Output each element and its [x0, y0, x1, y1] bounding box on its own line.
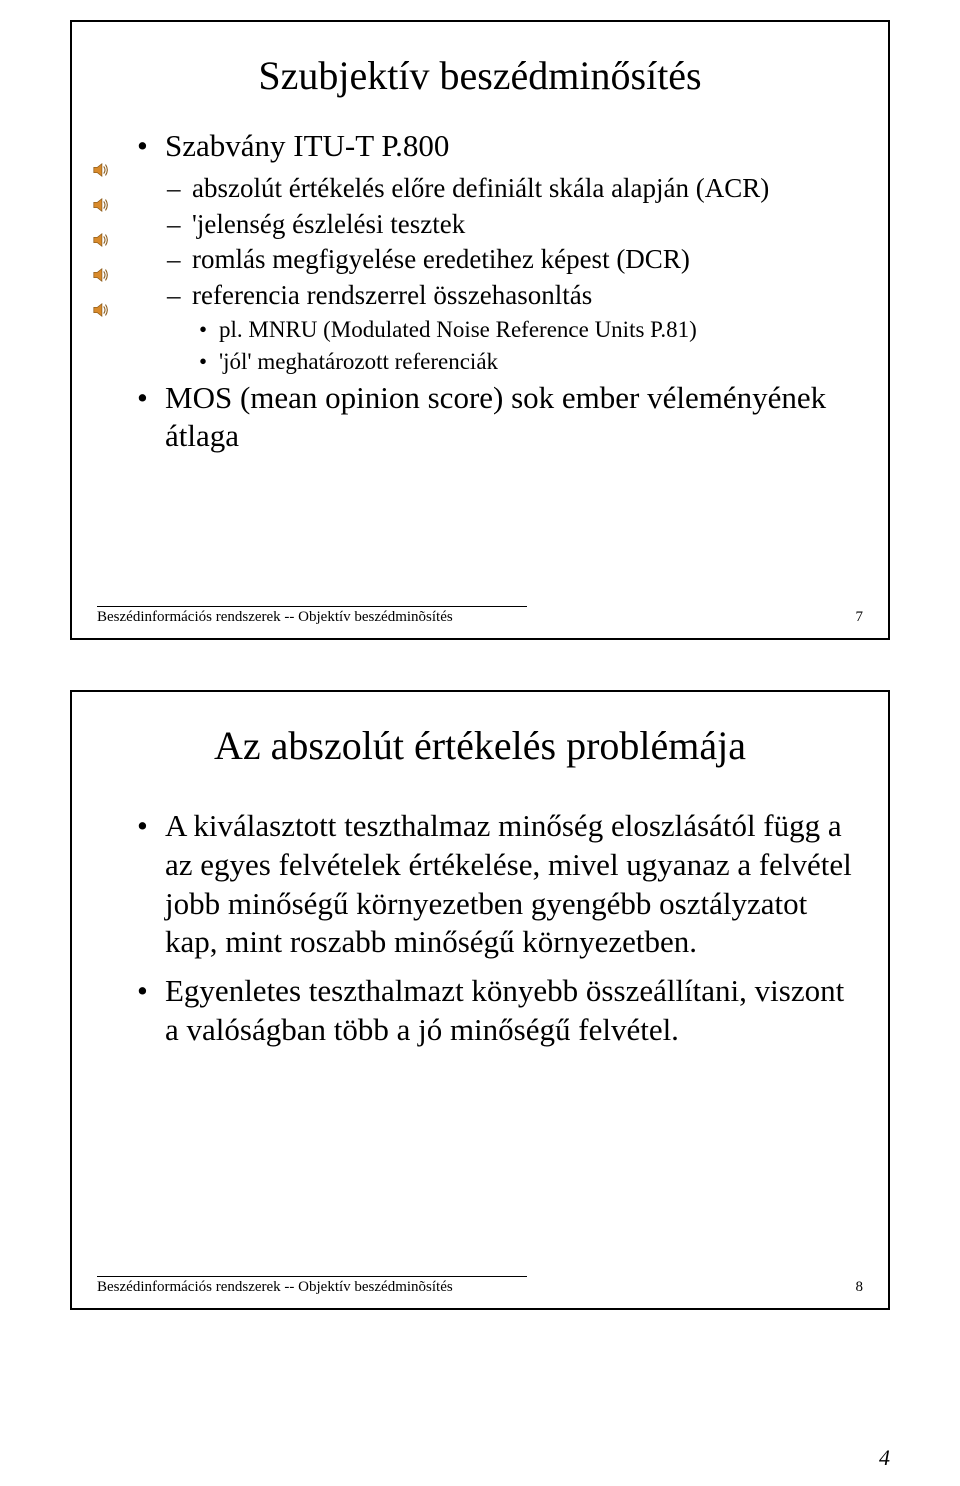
- footer-page-number: 8: [856, 1279, 864, 1296]
- page-container: Szubjektív beszédminősítés Szabvány ITU-…: [0, 0, 960, 1380]
- slide-title: Szubjektív beszédminősítés: [107, 52, 853, 99]
- footer-underline: [97, 1276, 527, 1277]
- bullet-level-3: pl. MNRU (Modulated Noise Reference Unit…: [137, 315, 853, 345]
- speaker-icon: [92, 196, 110, 214]
- slide-content: Szabvány ITU-T P.800 abszolút értékelés …: [107, 127, 853, 456]
- bullet-paragraph: A kiválasztott teszthalmaz minőség elosz…: [137, 807, 853, 962]
- speaker-icon: [92, 161, 110, 179]
- footer-underline: [97, 606, 527, 607]
- document-page-number: 4: [879, 1445, 890, 1471]
- bullet-level-2: 'jelenség észlelési tesztek: [137, 208, 853, 242]
- bullet-level-1: Szabvány ITU-T P.800: [137, 127, 853, 166]
- bullet-paragraph: Egyenletes teszthalmazt könyebb összeáll…: [137, 972, 853, 1050]
- slide-1: Szubjektív beszédminősítés Szabvány ITU-…: [70, 20, 890, 640]
- bullet-level-3: 'jól' meghatározott referenciák: [137, 347, 853, 377]
- slide-footer: Beszédinformációs rendszerek -- Objektív…: [97, 609, 863, 626]
- footer-text: Beszédinformációs rendszerek -- Objektív…: [97, 609, 453, 626]
- speaker-icon: [92, 266, 110, 284]
- bullet-level-2: referencia rendszerrel összehasonltás: [137, 279, 853, 313]
- speaker-icon-column: [92, 127, 114, 319]
- bullet-level-2: romlás megfigyelése eredetihez képest (D…: [137, 243, 853, 277]
- footer-text: Beszédinformációs rendszerek -- Objektív…: [97, 1279, 453, 1296]
- slide-content: A kiválasztott teszthalmaz minőség elosz…: [107, 797, 853, 1050]
- speaker-icon: [92, 231, 110, 249]
- speaker-icon: [92, 301, 110, 319]
- slide-2: Az abszolút értékelés problémája A kivál…: [70, 690, 890, 1310]
- bullet-level-1: MOS (mean opinion score) sok ember vélem…: [137, 379, 853, 457]
- bullet-level-2: abszolút értékelés előre definiált skála…: [137, 172, 853, 206]
- footer-page-number: 7: [856, 609, 864, 626]
- slide-footer: Beszédinformációs rendszerek -- Objektív…: [97, 1279, 863, 1296]
- slide-title: Az abszolút értékelés problémája: [107, 722, 853, 769]
